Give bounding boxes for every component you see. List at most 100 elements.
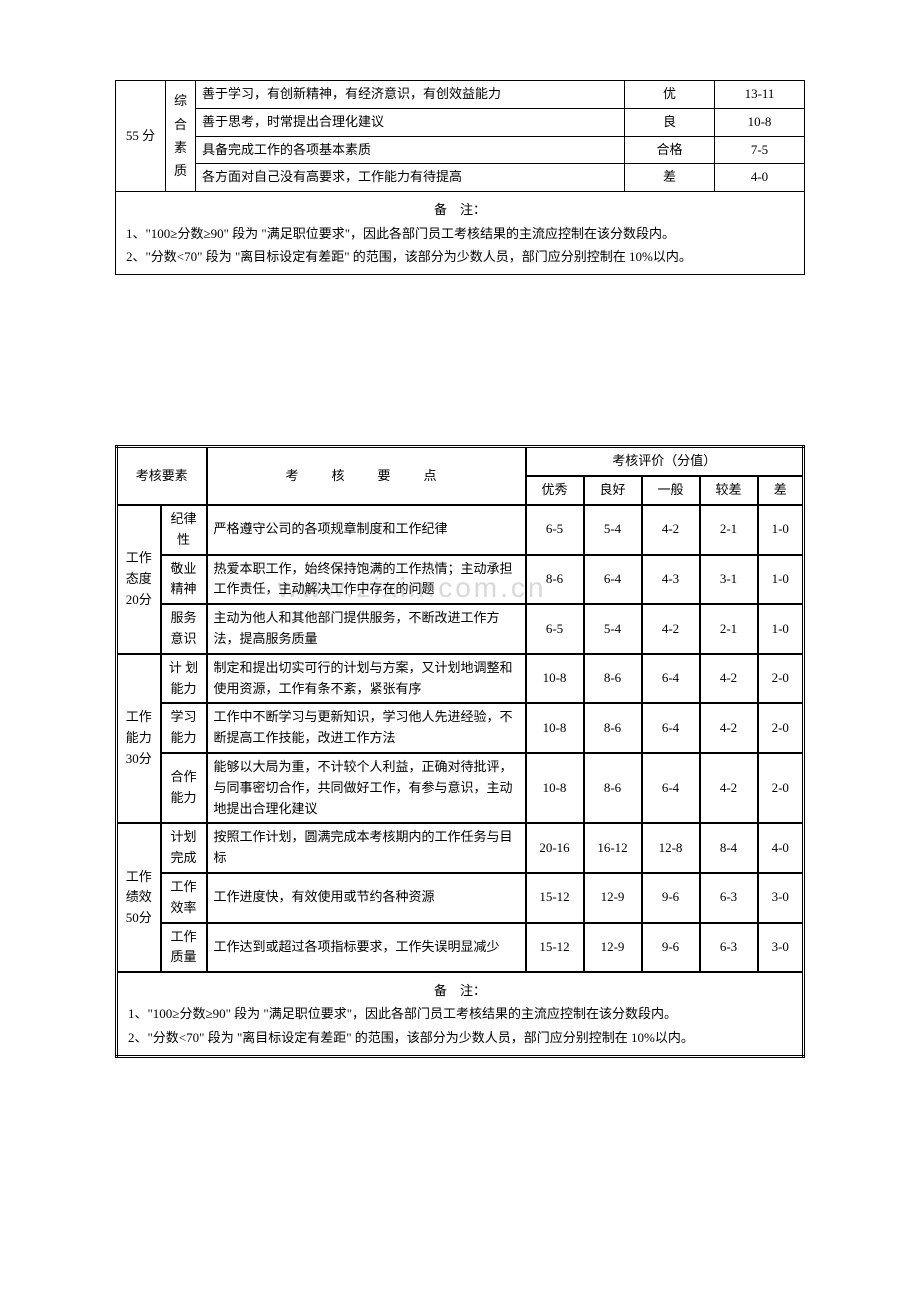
grade-cell: 良: [625, 108, 715, 136]
level-cell: 差: [758, 476, 804, 505]
score-cell: 6-4: [642, 753, 700, 823]
desc-cell: www.zixin.com.cn 热爱本职工作，始终保持饱满的工作热情；主动承担…: [207, 555, 526, 605]
score-cell: 4-2: [642, 505, 700, 555]
sub-cell: 纪律性: [161, 505, 207, 555]
note-line: 1、"100≥分数≥90" 段为 "满足职位要求"，因此各部门员工考核结果的主流…: [126, 222, 794, 245]
score-cell: 3-0: [758, 873, 804, 923]
score-cell: 4-2: [700, 753, 758, 823]
score-cell: 2-0: [758, 703, 804, 753]
sub-cell: 工作质量: [161, 923, 207, 973]
header-eval: 考核评价（分值）: [526, 447, 804, 476]
desc-cell: 具备完成工作的各项基本素质: [196, 136, 625, 164]
score-cell: 5-4: [584, 604, 642, 654]
table-row: 工作能力 30分 计 划 能力 制定和提出切实可行的计划与方案，又计划地调整和使…: [117, 654, 804, 704]
score-cell: 2-1: [700, 505, 758, 555]
sub-cell: 计 划 能力: [161, 654, 207, 704]
score-cell: 6-3: [700, 923, 758, 973]
score-cell: 10-8: [526, 654, 584, 704]
table-row: 具备完成工作的各项基本素质 合格 7-5: [116, 136, 805, 164]
score-cell: 1-0: [758, 505, 804, 555]
level-cell: 优秀: [526, 476, 584, 505]
score-cell: 2-1: [700, 604, 758, 654]
level-cell: 较差: [700, 476, 758, 505]
score-cell: 1-0: [758, 604, 804, 654]
score-cell: 2-0: [758, 753, 804, 823]
score-cell: 15-12: [526, 923, 584, 973]
sub-cell: 计划完成: [161, 823, 207, 873]
notes-row: 备 注： 1、"100≥分数≥90" 段为 "满足职位要求"，因此各部门员工考核…: [116, 192, 805, 275]
desc-cell: 制定和提出切实可行的计划与方案，又计划地调整和使用资源，工作有条不紊，紧张有序: [207, 654, 526, 704]
score-cell: 1-0: [758, 555, 804, 605]
notes-title: 备 注：: [128, 979, 792, 1002]
score-cell: 7-5: [715, 136, 805, 164]
score-cell: 12-8: [642, 823, 700, 873]
table-row: 合作能力 能够以大局为重，不计较个人利益，正确对待批评，与同事密切合作，共同做好…: [117, 753, 804, 823]
score-cell: 6-3: [700, 873, 758, 923]
category-cell: 55 分: [116, 81, 166, 192]
note-line: 1、"100≥分数≥90" 段为 "满足职位要求"，因此各部门员工考核结果的主流…: [128, 1002, 792, 1025]
score-cell: 15-12: [526, 873, 584, 923]
table-row: 工作态度 20分 纪律性 严格遵守公司的各项规章制度和工作纪律 6-5 5-4 …: [117, 505, 804, 555]
score-cell: 10-8: [526, 753, 584, 823]
score-cell: 9-6: [642, 923, 700, 973]
level-cell: 一般: [642, 476, 700, 505]
score-cell: 6-5: [526, 604, 584, 654]
sub-cell: 学习能力: [161, 703, 207, 753]
score-cell: 6-4: [642, 703, 700, 753]
notes-cell: 备 注： 1、"100≥分数≥90" 段为 "满足职位要求"，因此各部门员工考核…: [117, 972, 804, 1057]
desc-cell: 工作达到或超过各项指标要求，工作失误明显减少: [207, 923, 526, 973]
group-name-cell: 工作绩效 50分: [117, 823, 161, 972]
desc-cell: 按照工作计划，圆满完成本考核期内的工作任务与目标: [207, 823, 526, 873]
desc-cell: 各方面对自己没有高要求，工作能力有待提高: [196, 164, 625, 192]
score-cell: 8-6: [584, 654, 642, 704]
score-cell: 8-6: [526, 555, 584, 605]
score-cell: 10-8: [526, 703, 584, 753]
table-row: 55 分 综合素质 善于学习，有创新精神，有经济意识，有创效益能力 优 13-1…: [116, 81, 805, 109]
table-row: 善于思考，时常提出合理化建议 良 10-8: [116, 108, 805, 136]
score-cell: 10-8: [715, 108, 805, 136]
grade-cell: 优: [625, 81, 715, 109]
score-cell: 4-2: [700, 654, 758, 704]
group-name-cell: 工作能力 30分: [117, 654, 161, 824]
subcat-cell: 综合素质: [166, 81, 196, 192]
grade-cell: 合格: [625, 136, 715, 164]
score-cell: 3-0: [758, 923, 804, 973]
note-line: 2、"分数<70" 段为 "离目标设定有差距" 的范围，该部分为少数人员，部门应…: [128, 1026, 792, 1049]
score-cell: 16-12: [584, 823, 642, 873]
desc-cell: 善于学习，有创新精神，有经济意识，有创效益能力: [196, 81, 625, 109]
table-row: 工作绩效 50分 计划完成 按照工作计划，圆满完成本考核期内的工作任务与目标 2…: [117, 823, 804, 873]
desc-text: 热爱本职工作，始终保持饱满的工作热情；主动承担工作责任，主动解决工作中存在的问题: [214, 561, 513, 597]
score-cell: 12-9: [584, 873, 642, 923]
header-factor: 考核要素: [117, 447, 207, 505]
table-row: 服务意识 主动为他人和其他部门提供服务，不断改进工作方法，提高服务质量 6-5 …: [117, 604, 804, 654]
sub-cell: 工作效率: [161, 873, 207, 923]
notes-row: 备 注： 1、"100≥分数≥90" 段为 "满足职位要求"，因此各部门员工考核…: [117, 972, 804, 1057]
header-point: 考 核 要 点: [207, 447, 526, 505]
score-cell: 9-6: [642, 873, 700, 923]
notes-title: 备 注：: [126, 198, 794, 221]
table-second: 考核要素 考 核 要 点 考核评价（分值） 优秀 良好 一般 较差 差 工作态度…: [115, 445, 805, 1058]
desc-cell: 严格遵守公司的各项规章制度和工作纪律: [207, 505, 526, 555]
score-cell: 5-4: [584, 505, 642, 555]
score-cell: 4-3: [642, 555, 700, 605]
table-row: 敬业精神 www.zixin.com.cn 热爱本职工作，始终保持饱满的工作热情…: [117, 555, 804, 605]
grade-cell: 差: [625, 164, 715, 192]
group-name-cell: 工作态度 20分: [117, 505, 161, 654]
score-cell: 6-5: [526, 505, 584, 555]
score-cell: 13-11: [715, 81, 805, 109]
score-cell: 6-4: [584, 555, 642, 605]
sub-cell: 服务意识: [161, 604, 207, 654]
header-row: 考核要素 考 核 要 点 考核评价（分值）: [117, 447, 804, 476]
table-row: 学习能力 工作中不断学习与更新知识，学习他人先进经验，不断提高工作技能，改进工作…: [117, 703, 804, 753]
score-cell: 3-1: [700, 555, 758, 605]
sub-cell: 敬业精神: [161, 555, 207, 605]
score-cell: 20-16: [526, 823, 584, 873]
score-cell: 8-4: [700, 823, 758, 873]
desc-cell: 主动为他人和其他部门提供服务，不断改进工作方法，提高服务质量: [207, 604, 526, 654]
level-cell: 良好: [584, 476, 642, 505]
score-cell: 4-2: [642, 604, 700, 654]
table-first: 55 分 综合素质 善于学习，有创新精神，有经济意识，有创效益能力 优 13-1…: [115, 80, 805, 275]
score-cell: 12-9: [584, 923, 642, 973]
desc-cell: 工作进度快，有效使用或节约各种资源: [207, 873, 526, 923]
score-cell: 6-4: [642, 654, 700, 704]
